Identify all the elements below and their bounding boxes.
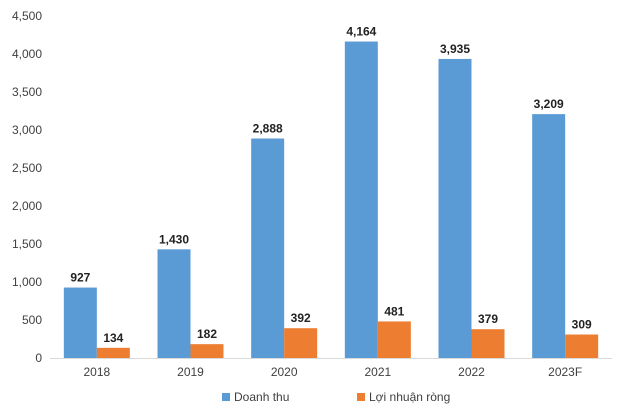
data-label: 3,209 bbox=[534, 97, 564, 111]
y-tick-label: 3,000 bbox=[12, 123, 42, 137]
data-label: 2,888 bbox=[253, 122, 283, 136]
bar-doanh-thu bbox=[532, 114, 566, 358]
bar-loi-nhuan-rong bbox=[471, 329, 505, 358]
legend: Doanh thu Lợi nhuận ròng bbox=[222, 390, 450, 404]
bar-loi-nhuan-rong bbox=[377, 321, 411, 358]
x-axis: 2018 2019 2020 2021 2022 2023F bbox=[50, 358, 612, 379]
y-tick-label: 2,000 bbox=[12, 199, 42, 213]
y-tick-label: 0 bbox=[35, 351, 42, 365]
bar-doanh-thu bbox=[157, 249, 191, 358]
bar-doanh-thu bbox=[63, 287, 97, 358]
bar-loi-nhuan-rong bbox=[96, 347, 130, 358]
y-tick-label: 4,000 bbox=[12, 47, 42, 61]
bar-doanh-thu bbox=[344, 41, 378, 358]
data-label: 3,935 bbox=[440, 42, 470, 56]
y-tick-label: 2,500 bbox=[12, 161, 42, 175]
legend-swatch bbox=[357, 393, 365, 401]
y-tick-label: 3,500 bbox=[12, 85, 42, 99]
y-tick-label: 1,500 bbox=[12, 237, 42, 251]
data-label: 379 bbox=[478, 312, 498, 326]
y-tick-label: 1,000 bbox=[12, 275, 42, 289]
bar-loi-nhuan-rong bbox=[190, 344, 224, 358]
bar-doanh-thu bbox=[251, 138, 285, 358]
y-tick-label: 500 bbox=[22, 313, 42, 327]
x-tick-label: 2019 bbox=[177, 365, 204, 379]
data-label: 1,430 bbox=[159, 232, 189, 246]
x-tick-label: 2023F bbox=[548, 365, 582, 379]
bar-loi-nhuan-rong bbox=[284, 328, 318, 358]
legend-label: Doanh thu bbox=[234, 390, 289, 404]
y-axis: 0 500 1,000 1,500 2,000 2,500 3,000 3,500 4,000 4… bbox=[12, 9, 42, 365]
data-label: 309 bbox=[572, 318, 592, 332]
data-label: 182 bbox=[197, 327, 217, 341]
data-labels: 927 134 1,430 182 2,888 392 4,164 481 3,935 379 3,… bbox=[70, 25, 592, 345]
bar-loi-nhuan-rong bbox=[565, 334, 599, 358]
y-tick-label: 4,500 bbox=[12, 9, 42, 23]
legend-label: Lợi nhuận ròng bbox=[369, 390, 450, 404]
x-tick-label: 2022 bbox=[458, 365, 485, 379]
bar-doanh-thu bbox=[438, 58, 472, 358]
x-tick-label: 2018 bbox=[83, 365, 110, 379]
data-label: 4,164 bbox=[346, 25, 376, 39]
bars bbox=[63, 41, 599, 358]
data-label: 392 bbox=[291, 311, 311, 325]
data-label: 134 bbox=[103, 331, 123, 345]
x-tick-label: 2020 bbox=[271, 365, 298, 379]
x-tick-label: 2021 bbox=[364, 365, 391, 379]
legend-swatch bbox=[222, 393, 230, 401]
data-label: 481 bbox=[384, 304, 404, 318]
data-label: 927 bbox=[70, 271, 90, 285]
